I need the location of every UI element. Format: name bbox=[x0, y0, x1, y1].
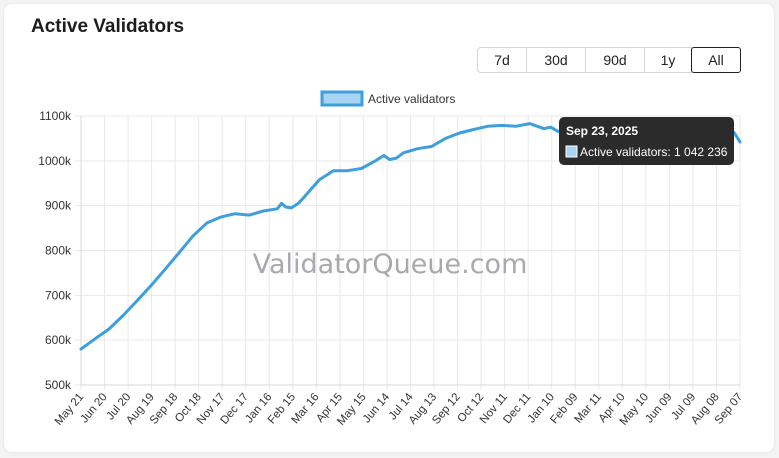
data-point bbox=[192, 234, 195, 237]
data-point bbox=[284, 205, 287, 209]
tooltip-label: Active validators: 1 042 236 bbox=[580, 145, 728, 159]
data-point bbox=[318, 178, 321, 181]
data-point bbox=[444, 137, 447, 140]
y-axis: 500k 600k 700k 800k 900k 1000k 1100k bbox=[38, 109, 72, 392]
data-point bbox=[262, 209, 265, 213]
legend-swatch bbox=[320, 90, 364, 107]
y-tick-label: 800k bbox=[45, 244, 72, 258]
data-point bbox=[107, 327, 111, 331]
data-point bbox=[458, 131, 461, 135]
data-point bbox=[416, 147, 419, 150]
watermark: ValidatorQueue.com bbox=[253, 249, 528, 280]
data-point bbox=[472, 128, 475, 131]
data-point bbox=[248, 213, 251, 217]
data-point bbox=[486, 125, 489, 128]
data-point bbox=[430, 145, 433, 148]
data-point bbox=[280, 202, 283, 205]
y-tick-label: 600k bbox=[45, 333, 72, 347]
data-point bbox=[149, 284, 153, 287]
legend-label: Active validators bbox=[368, 92, 455, 106]
data-point bbox=[738, 140, 742, 144]
data-point bbox=[332, 169, 335, 172]
data-point bbox=[360, 167, 363, 170]
data-point bbox=[528, 122, 531, 125]
card-title: Active Validators bbox=[31, 16, 185, 37]
x-tick-label: Jun 14 bbox=[361, 391, 393, 426]
data-point bbox=[234, 212, 237, 215]
y-tick-label: 1000k bbox=[38, 154, 72, 168]
grid-layer bbox=[75, 115, 741, 390]
y-tick-label: 900k bbox=[45, 199, 72, 213]
data-point bbox=[163, 268, 167, 271]
y-tick-label: 700k bbox=[45, 288, 72, 302]
data-point bbox=[135, 299, 139, 302]
data-point bbox=[276, 207, 279, 210]
range-7d-button[interactable]: 7d bbox=[477, 47, 527, 73]
data-point bbox=[93, 337, 97, 340]
data-point bbox=[297, 202, 300, 205]
data-point bbox=[514, 125, 517, 128]
data-point bbox=[220, 215, 223, 219]
data-point bbox=[556, 130, 559, 133]
legend[interactable]: Active validators bbox=[320, 90, 455, 107]
data-point bbox=[542, 127, 545, 130]
data-point bbox=[374, 159, 377, 162]
data-point bbox=[549, 126, 552, 129]
data-point bbox=[500, 124, 503, 127]
y-tick-label: 500k bbox=[45, 378, 72, 392]
tooltip-title: Sep 23, 2025 bbox=[566, 124, 638, 138]
data-point bbox=[304, 194, 307, 197]
data-point bbox=[402, 151, 405, 154]
data-point bbox=[79, 347, 83, 351]
data-point bbox=[388, 158, 391, 161]
range-30d-button[interactable]: 30d bbox=[526, 47, 586, 73]
data-point bbox=[382, 154, 386, 157]
data-point bbox=[290, 206, 293, 210]
tooltip: Sep 23, 2025 Active validators: 1 042 23… bbox=[559, 117, 734, 165]
data-point bbox=[395, 156, 398, 160]
x-tick-label: May 21 bbox=[53, 391, 86, 428]
data-point bbox=[177, 251, 181, 254]
data-point bbox=[206, 221, 209, 224]
data-point bbox=[346, 169, 349, 172]
tooltip-swatch bbox=[565, 145, 578, 158]
y-tick-label: 1100k bbox=[39, 109, 72, 123]
range-all-button[interactable]: All bbox=[691, 47, 741, 73]
data-point bbox=[121, 314, 125, 317]
range-selector: 7d 30d 90d 1y All bbox=[477, 47, 741, 75]
tooltip-box bbox=[559, 117, 734, 165]
